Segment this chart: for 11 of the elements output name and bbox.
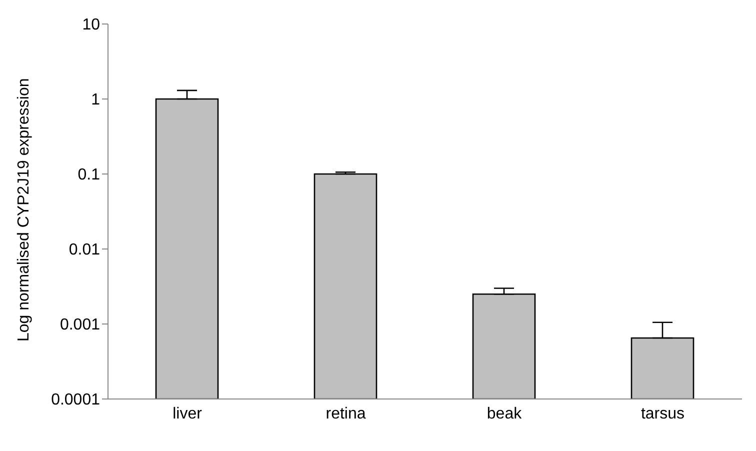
y-axis-title: Log normalised CYP2J19 expression bbox=[16, 78, 33, 342]
y-tick-label: 1 bbox=[91, 92, 100, 109]
x-tick-label: beak bbox=[486, 405, 523, 422]
x-tick-label: liver bbox=[172, 405, 203, 422]
y-tick-label: 0.001 bbox=[60, 316, 100, 334]
x-tick-label: retina bbox=[326, 405, 366, 422]
y-tick-label: 0.0001 bbox=[51, 392, 100, 409]
y-tick-label: 0.01 bbox=[68, 242, 100, 259]
x-tick-label: tarsus bbox=[640, 405, 685, 422]
y-tick-label: 10 bbox=[82, 16, 100, 34]
y-tick-label: 0.1 bbox=[78, 166, 100, 184]
